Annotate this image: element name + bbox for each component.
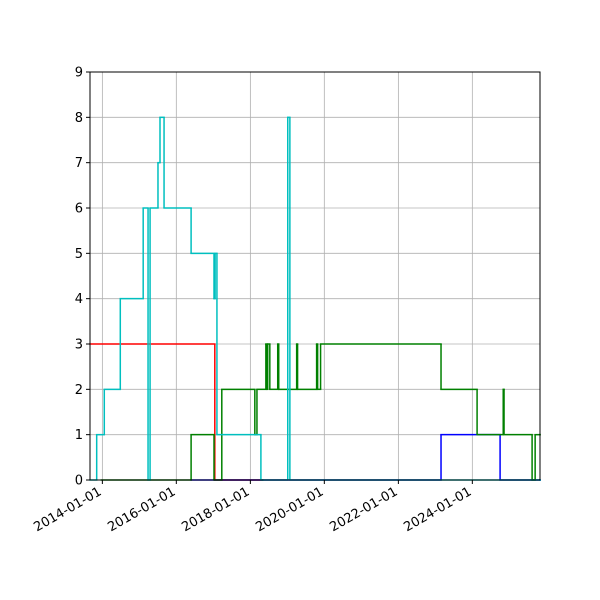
y-tick-label: 3 [75, 338, 83, 353]
y-tick-label: 0 [75, 474, 83, 489]
series [100, 343, 541, 481]
y-tick-label: 9 [75, 66, 83, 81]
y-tick-label: 7 [75, 156, 83, 171]
y-tick-label: 2 [75, 383, 83, 398]
y-tick-label: 5 [75, 247, 83, 262]
y-tick-label: 1 [75, 428, 83, 443]
y-tick-label: 8 [75, 111, 83, 126]
y-tick-label: 6 [75, 202, 83, 217]
axes-frame [89, 71, 541, 481]
y-tick-label: 4 [75, 292, 83, 307]
